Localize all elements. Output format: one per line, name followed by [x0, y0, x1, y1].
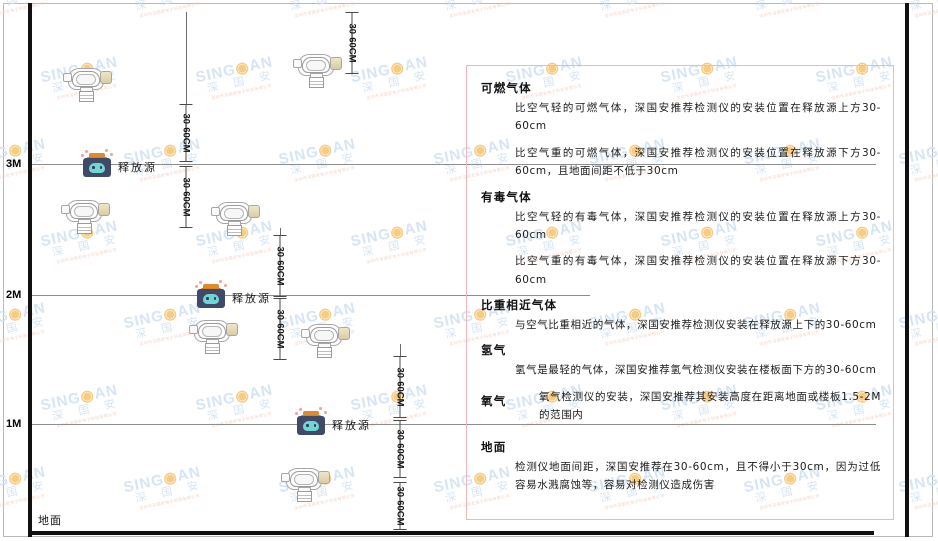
- dimension-30-60cm: 30-60CM: [330, 12, 374, 74]
- dimension-line: [351, 12, 353, 74]
- dimension-label: 30-60CM: [180, 113, 192, 153]
- panel-section-heading: 可燃气体: [481, 81, 532, 95]
- gas-detector-icon: [60, 198, 110, 234]
- info-panel: 可燃气体比空气轻的可燃气体，深国安推荐检测仪的安装位置在释放源上方30-60cm…: [466, 65, 894, 520]
- dimension-label: 30-60CM: [274, 309, 286, 349]
- dimension-line: [279, 298, 281, 360]
- outer-frame: [3, 3, 933, 537]
- dimension-extension-line: [186, 12, 187, 104]
- release-source-label: 释放源: [332, 419, 371, 432]
- level-line-3m: [30, 164, 876, 165]
- panel-section-text: 比空气轻的有毒气体，深国安推荐检测仪的安装位置在释放源上方30-60cm: [515, 210, 881, 241]
- release-source-icon: [81, 149, 113, 178]
- panel-section-heading: 有毒气体: [481, 189, 532, 204]
- dimension-tick-bottom: [393, 529, 407, 530]
- dimension-30-60cm: 30-60CM: [164, 104, 208, 162]
- gas-detector-icon: [300, 322, 350, 358]
- dimension-line: [185, 104, 187, 162]
- dimension-30-60cm: 30-60CM: [378, 356, 422, 418]
- dimension-extension-line: [400, 344, 401, 356]
- panel-section-heading: 比重相近气体: [481, 298, 558, 312]
- right-edge-line: [905, 3, 909, 537]
- release-source-icon: [195, 280, 227, 309]
- dimension-label: 30-60CM: [394, 367, 406, 407]
- level-label-1m: 1M: [6, 418, 22, 430]
- dimension-tick-top: [179, 104, 193, 105]
- dimension-tick-top: [393, 420, 407, 421]
- dimension-tick-bottom: [179, 161, 193, 162]
- dimension-line: [399, 356, 401, 418]
- release-source-icon: [295, 407, 327, 436]
- dimension-tick-bottom: [393, 417, 407, 418]
- dimension-tick-bottom: [393, 477, 407, 478]
- panel-section-text: 氧气检测仪的安装，深国安推荐其安装高度在距离地面或楼板1.5-2M的范围内: [539, 390, 881, 422]
- dimension-30-60cm: 30-60CM: [378, 420, 422, 478]
- panel-section: 可燃气体比空气轻的可燃气体，深国安推荐检测仪的安装位置在释放源上方30-60cm…: [481, 80, 881, 181]
- gas-detector-icon: [188, 318, 238, 354]
- panel-section: 氢气 氢气是最轻的气体，深国安推荐氢气检测仪安装在楼板面下方的30-60cm: [481, 342, 881, 379]
- dimension-tick-top: [345, 12, 359, 13]
- dimension-label: 30-60CM: [346, 23, 358, 63]
- dimension-label: 30-60CM: [394, 429, 406, 469]
- gas-detector-icon: [62, 66, 112, 102]
- ground-label: 地面: [38, 514, 62, 527]
- dimension-line: [279, 235, 281, 297]
- dimension-tick-bottom: [179, 227, 193, 228]
- gas-detector-icon: [280, 466, 330, 502]
- dimension-tick-top: [273, 235, 287, 236]
- dimension-tick-bottom: [345, 73, 359, 74]
- gas-detector-icon: [292, 52, 342, 88]
- panel-section: 比重相近气体与空气比重相近的气体，深国安推荐检测仪安装在释放源上下的30-60c…: [481, 297, 881, 334]
- panel-section-heading: 氧气: [481, 393, 507, 408]
- panel-section-heading: 地面: [481, 439, 507, 454]
- y-axis: [28, 3, 32, 537]
- level-line-2m: [30, 295, 590, 296]
- panel-section-text: 与空气比重相近的气体，深国安推荐检测仪安装在释放源上下的30-60cm: [515, 319, 877, 331]
- dimension-label: 30-60CM: [180, 177, 192, 217]
- panel-section-text: 氢气是最轻的气体，深国安推荐氢气检测仪安装在楼板面下方的30-60cm: [515, 364, 877, 377]
- panel-section-text: 比空气轻的可燃气体，深国安推荐检测仪的安装位置在释放源上方30-60cm: [515, 102, 881, 133]
- level-label-2m: 2M: [6, 289, 22, 301]
- dimension-tick-top: [393, 482, 407, 483]
- dimension-label: 30-60CM: [274, 246, 286, 286]
- dimension-30-60cm: 30-60CM: [378, 482, 422, 530]
- dimension-tick-top: [179, 166, 193, 167]
- panel-section-heading: 氢气: [481, 343, 507, 358]
- dimension-30-60cm: 30-60CM: [258, 235, 302, 297]
- dimension-label: 30-60CM: [394, 486, 406, 526]
- panel-section: 地面 检测仪地面间距，深国安推荐在30-60cm，且不得小于30cm，因为过低容易…: [481, 439, 881, 495]
- panel-section-text: 比空气重的可燃气体，深国安推荐检测仪的安装位置在释放源下方30-60cm，且地面…: [515, 146, 881, 178]
- dimension-tick-top: [273, 298, 287, 299]
- panel-section-text: 比空气重的有毒气体，深国安推荐检测仪的安装位置在释放源下方30-60cm: [515, 255, 881, 286]
- level-line-1m: [30, 424, 876, 425]
- gas-detector-icon: [210, 200, 260, 236]
- panel-section-text: 检测仪地面间距，深国安推荐在30-60cm，且不得小于30cm，因为过低容易水溅…: [515, 460, 881, 491]
- dimension-line: [399, 420, 401, 478]
- dimension-30-60cm: 30-60CM: [164, 166, 208, 228]
- dimension-tick-bottom: [273, 296, 287, 297]
- panel-section: 氧气 氧气检测仪的安装，深国安推荐其安装高度在距离地面或楼板1.5-2M的范围内: [481, 388, 881, 433]
- dimension-30-60cm: 30-60CM: [258, 298, 302, 360]
- release-source-label: 释放源: [118, 161, 157, 174]
- dimension-tick-top: [393, 356, 407, 357]
- x-axis-ground: [28, 531, 874, 535]
- dimension-tick-bottom: [273, 359, 287, 360]
- release-source-label: 释放源: [232, 292, 271, 305]
- level-label-3m: 3M: [6, 158, 22, 170]
- dimension-extension-line: [280, 228, 281, 236]
- panel-section: 有毒气体比空气轻的有毒气体，深国安推荐检测仪的安装位置在释放源上方30-60cm…: [481, 189, 881, 290]
- dimension-line: [399, 482, 401, 530]
- dimension-line: [185, 166, 187, 228]
